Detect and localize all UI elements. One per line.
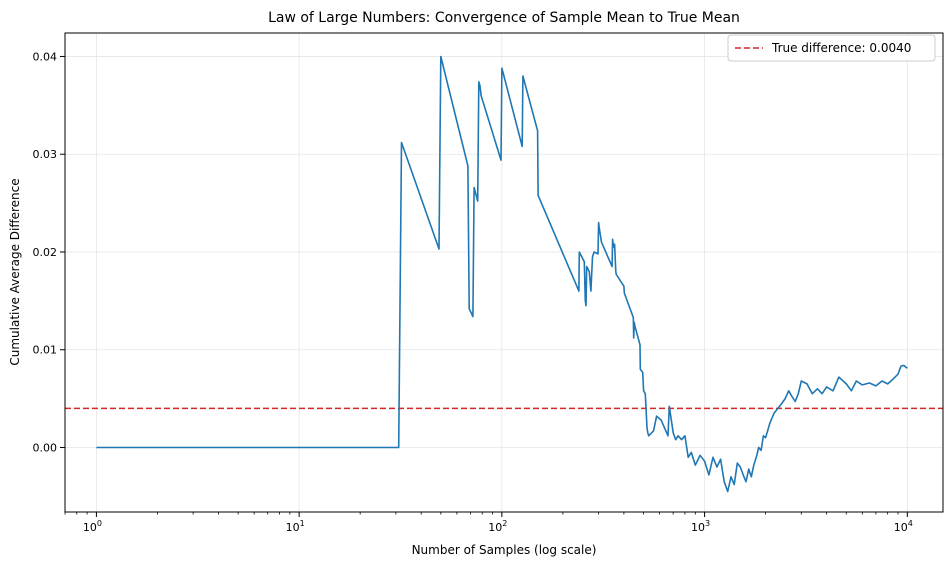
y-tick-label: 0.01 — [33, 344, 58, 357]
chart-title: Law of Large Numbers: Convergence of Sam… — [268, 10, 740, 26]
x-tick-label: 102 — [488, 519, 507, 534]
x-tick-label: 104 — [894, 519, 913, 534]
y-tick-label: 0.03 — [33, 148, 58, 161]
plot-area-frame — [64, 32, 944, 513]
y-tick-label: 0.02 — [33, 246, 58, 259]
x-tick-label: 100 — [83, 519, 102, 534]
x-tick-label: 101 — [286, 519, 305, 534]
y-axis-label: Cumulative Average Difference — [8, 178, 22, 365]
x-tick-label: 103 — [691, 519, 710, 534]
legend: True difference: 0.0040 — [727, 34, 936, 62]
legend-box — [727, 34, 936, 62]
y-tick-label: 0.00 — [33, 441, 58, 454]
grid — [65, 33, 943, 512]
y-axis: 0.00 0.01 0.02 0.03 0.04 — [33, 50, 65, 454]
series-line — [96, 55, 908, 493]
legend-label-reference: True difference: 0.0040 — [771, 41, 911, 55]
data-series — [96, 55, 908, 493]
y-tick-label: 0.04 — [33, 50, 58, 63]
x-axis: 100 101 102 103 104 — [64, 512, 913, 534]
x-axis-label: Number of Samples (log scale) — [412, 543, 597, 557]
